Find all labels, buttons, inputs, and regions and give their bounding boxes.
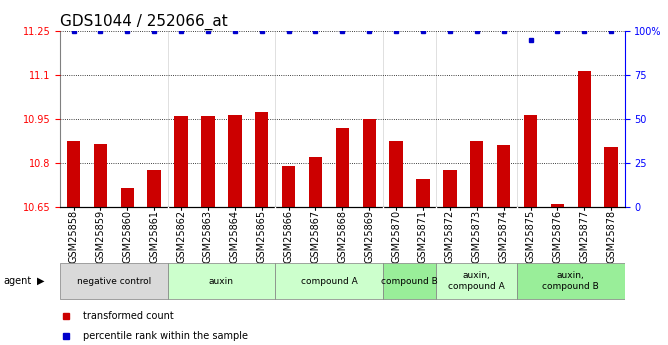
Text: GSM25859: GSM25859 [96, 210, 106, 263]
Text: GSM25870: GSM25870 [391, 210, 401, 263]
Bar [282, 166, 295, 207]
Bar [67, 141, 80, 207]
Text: GSM25863: GSM25863 [203, 210, 213, 263]
Bar [255, 112, 269, 207]
Bar [94, 144, 107, 207]
Bar [168, 263, 275, 299]
Bar [443, 170, 457, 207]
Bar [524, 115, 537, 207]
Bar [517, 263, 625, 299]
Text: GSM25876: GSM25876 [552, 210, 562, 263]
Text: GSM25860: GSM25860 [122, 210, 132, 263]
Bar [148, 170, 161, 207]
Text: percentile rank within the sample: percentile rank within the sample [83, 331, 248, 341]
Text: GSM25862: GSM25862 [176, 210, 186, 263]
Text: GSM25873: GSM25873 [472, 210, 482, 263]
Text: GSM25867: GSM25867 [311, 210, 321, 263]
Text: negative control: negative control [77, 277, 151, 286]
Bar [309, 157, 322, 207]
Bar [383, 263, 436, 299]
Bar [121, 188, 134, 207]
Bar [497, 145, 510, 207]
Bar [363, 119, 376, 207]
Bar [275, 263, 383, 299]
Bar [416, 179, 430, 207]
Text: GSM25864: GSM25864 [230, 210, 240, 263]
Bar [550, 204, 564, 207]
Text: GDS1044 / 252066_at: GDS1044 / 252066_at [60, 13, 228, 30]
Bar [201, 116, 214, 207]
Bar [60, 263, 168, 299]
Text: GSM25858: GSM25858 [69, 210, 79, 263]
Text: transformed count: transformed count [83, 311, 174, 321]
Text: GSM25872: GSM25872 [445, 210, 455, 263]
Bar [228, 115, 242, 207]
Text: auxin,
compound A: auxin, compound A [448, 272, 505, 291]
Text: agent: agent [3, 276, 31, 286]
Bar [578, 71, 591, 207]
Text: GSM25866: GSM25866 [284, 210, 294, 263]
Bar [436, 263, 517, 299]
Bar [470, 141, 484, 207]
Text: GSM25871: GSM25871 [418, 210, 428, 263]
Text: ▶: ▶ [37, 276, 44, 286]
Text: GSM25865: GSM25865 [257, 210, 267, 263]
Bar [174, 116, 188, 207]
Text: GSM25875: GSM25875 [526, 210, 536, 263]
Text: GSM25874: GSM25874 [498, 210, 508, 263]
Bar [605, 147, 618, 207]
Text: compound A: compound A [301, 277, 357, 286]
Bar [335, 128, 349, 207]
Text: auxin: auxin [209, 277, 234, 286]
Text: GSM25877: GSM25877 [579, 210, 589, 263]
Text: auxin,
compound B: auxin, compound B [542, 272, 599, 291]
Text: GSM25861: GSM25861 [149, 210, 159, 263]
Text: compound B: compound B [381, 277, 438, 286]
Bar [389, 141, 403, 207]
Text: GSM25868: GSM25868 [337, 210, 347, 263]
Text: GSM25878: GSM25878 [606, 210, 616, 263]
Text: GSM25869: GSM25869 [364, 210, 374, 263]
